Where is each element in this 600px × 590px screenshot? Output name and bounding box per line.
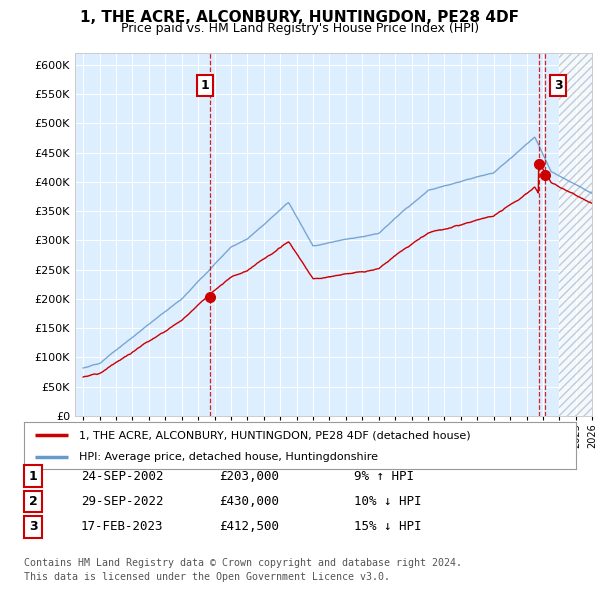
- Text: 2: 2: [29, 495, 37, 508]
- Text: 1: 1: [29, 470, 37, 483]
- Text: 29-SEP-2022: 29-SEP-2022: [81, 495, 163, 508]
- Text: 1: 1: [201, 79, 209, 92]
- Text: 17-FEB-2023: 17-FEB-2023: [81, 520, 163, 533]
- Text: 24-SEP-2002: 24-SEP-2002: [81, 470, 163, 483]
- Text: 1, THE ACRE, ALCONBURY, HUNTINGDON, PE28 4DF (detached house): 1, THE ACRE, ALCONBURY, HUNTINGDON, PE28…: [79, 430, 471, 440]
- Text: 10% ↓ HPI: 10% ↓ HPI: [354, 495, 421, 508]
- Text: 1, THE ACRE, ALCONBURY, HUNTINGDON, PE28 4DF: 1, THE ACRE, ALCONBURY, HUNTINGDON, PE28…: [80, 10, 520, 25]
- Text: 15% ↓ HPI: 15% ↓ HPI: [354, 520, 421, 533]
- Text: Contains HM Land Registry data © Crown copyright and database right 2024.
This d: Contains HM Land Registry data © Crown c…: [24, 558, 462, 582]
- Text: Price paid vs. HM Land Registry's House Price Index (HPI): Price paid vs. HM Land Registry's House …: [121, 22, 479, 35]
- Text: 3: 3: [554, 79, 562, 92]
- Text: £412,500: £412,500: [219, 520, 279, 533]
- Text: 9% ↑ HPI: 9% ↑ HPI: [354, 470, 414, 483]
- Text: 3: 3: [29, 520, 37, 533]
- Text: £430,000: £430,000: [219, 495, 279, 508]
- Text: £203,000: £203,000: [219, 470, 279, 483]
- Text: HPI: Average price, detached house, Huntingdonshire: HPI: Average price, detached house, Hunt…: [79, 453, 378, 462]
